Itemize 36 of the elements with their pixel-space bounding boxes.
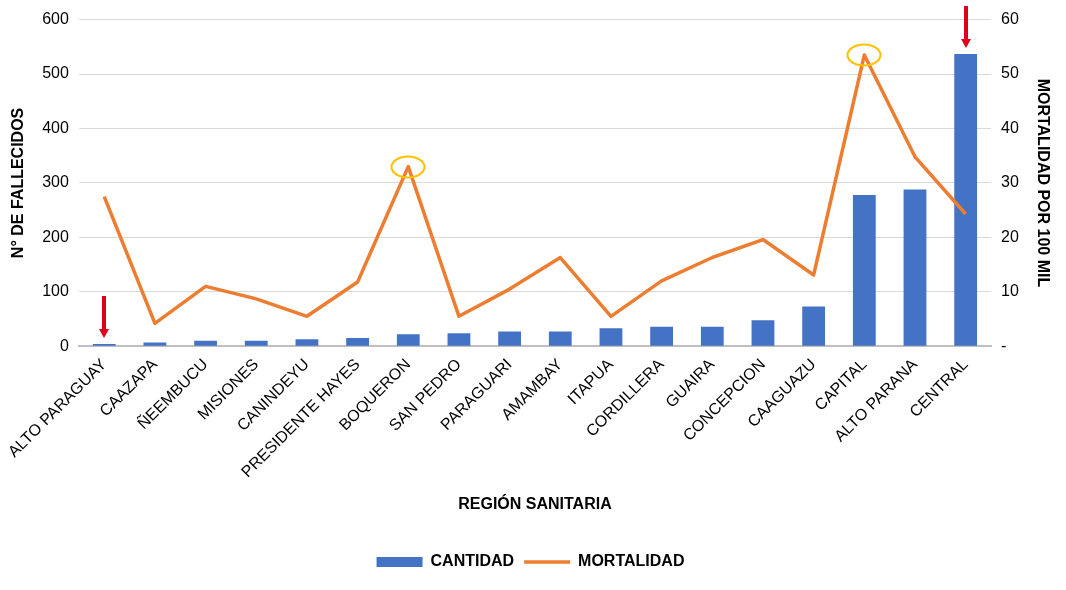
bar [700, 326, 724, 346]
bar [244, 340, 268, 346]
y2-tick-label: 20 [1001, 227, 1019, 245]
bar [498, 331, 522, 346]
y-tick-label: 300 [42, 173, 69, 191]
y2-tick-label: 10 [1001, 282, 1019, 300]
y-axis-title: N° DE FALLECIDOS [9, 107, 27, 259]
y2-tick-label: 30 [1001, 173, 1019, 191]
y2-tick-label: 40 [1001, 118, 1019, 136]
bar [852, 194, 876, 346]
bar [346, 338, 369, 346]
y2-tick-label: 60 [1001, 10, 1019, 28]
y-tick-label: 100 [42, 282, 69, 300]
y2-tick-label: 50 [1001, 64, 1019, 82]
y-tick-label: 500 [42, 64, 69, 82]
y2-axis-title: MORTALIDAD POR 100 MIL [1034, 78, 1052, 288]
y-tick-label: 200 [42, 227, 69, 245]
bar [954, 53, 978, 346]
bar [548, 331, 572, 346]
bar [650, 326, 674, 346]
bar [295, 339, 319, 346]
legend-label: MORTALIDAD [578, 552, 685, 570]
y-tick-label: 0 [59, 336, 69, 354]
bar [143, 342, 167, 346]
bar [802, 306, 826, 346]
bar [751, 320, 775, 346]
y-tick-label: 400 [42, 118, 69, 136]
y-tick-label: 600 [42, 10, 69, 28]
y2-tick-label: - [1001, 336, 1007, 354]
x-axis-title: REGIÓN SANITARIA [458, 493, 613, 512]
bar [903, 189, 927, 346]
bar [396, 334, 420, 346]
bar [447, 333, 471, 346]
bar [194, 340, 217, 346]
legend-label: CANTIDAD [430, 552, 515, 570]
bar [599, 328, 623, 346]
